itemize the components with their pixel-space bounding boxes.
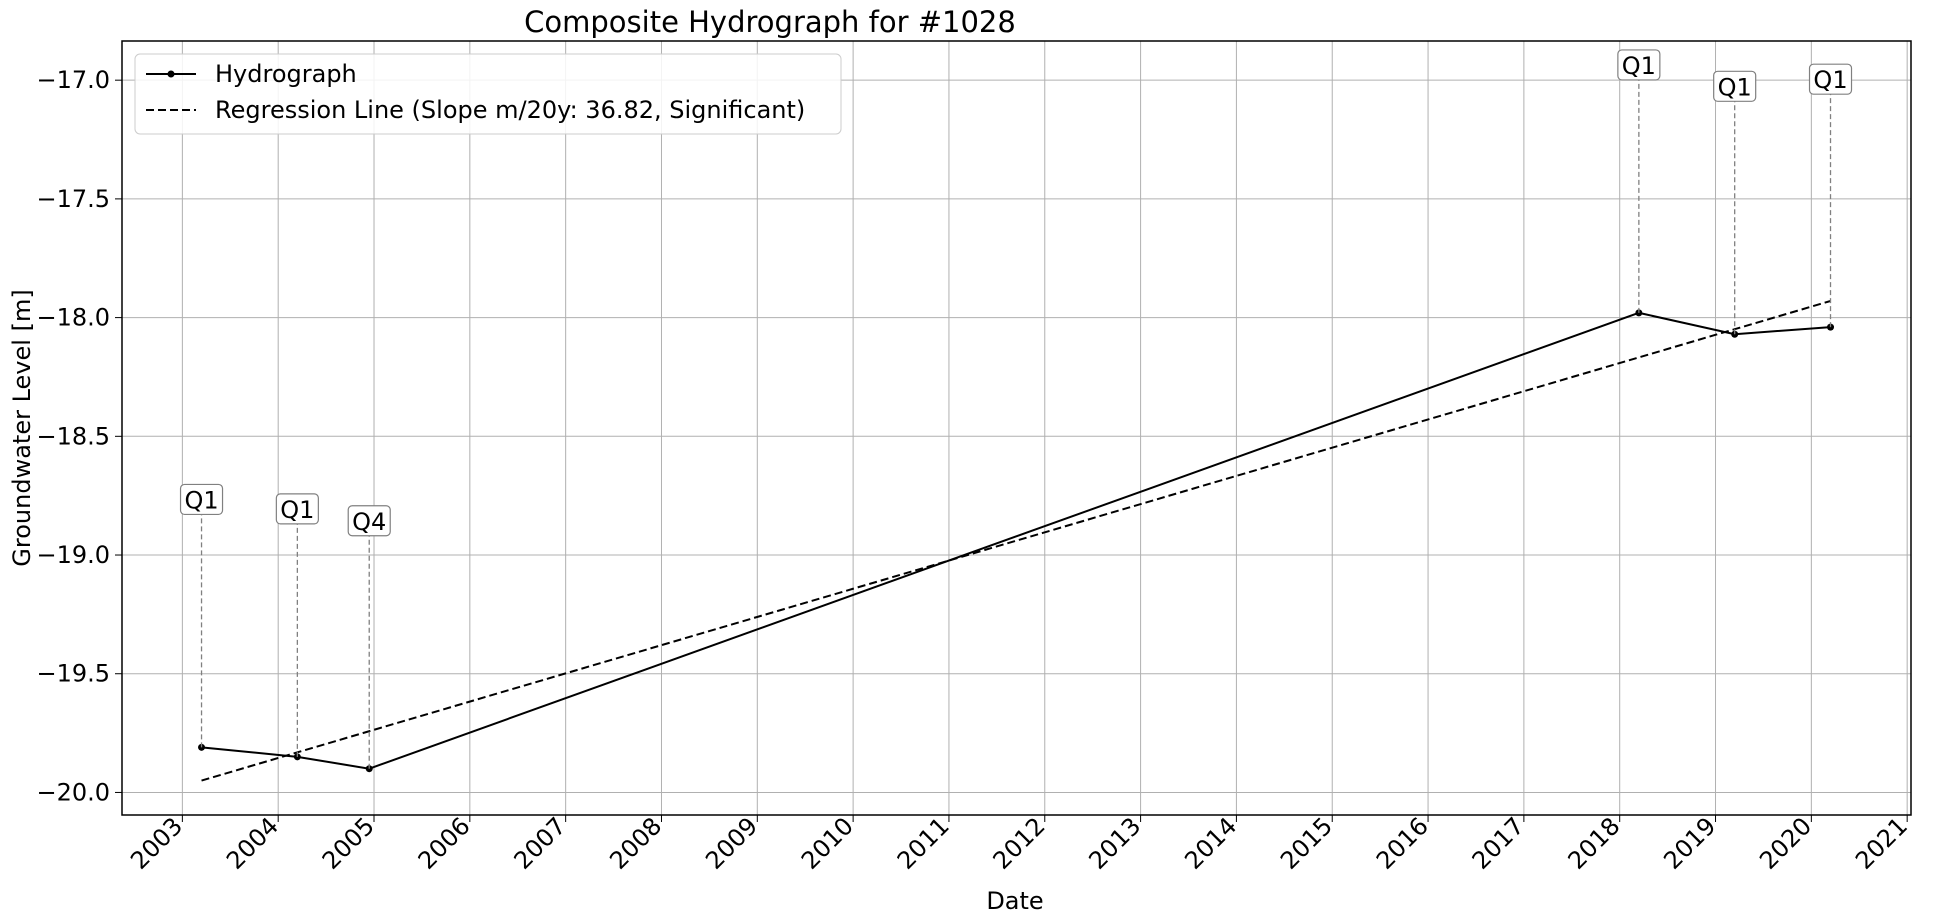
annotation-label: Q1 — [1622, 52, 1656, 80]
y-tick-label: −18.5 — [36, 422, 110, 450]
legend-marker — [167, 70, 175, 78]
legend: Hydrograph Regression Line (Slope m/20y: … — [134, 53, 842, 135]
annotation-box — [1808, 63, 1853, 95]
y-tick-label: −17.0 — [36, 66, 110, 94]
grid-lines — [122, 41, 1911, 815]
chart-title: Composite Hydrograph for #1028 — [524, 5, 1016, 39]
annotation-box — [275, 493, 319, 525]
y-tick-label: −19.0 — [36, 541, 110, 569]
legend-label: Hydrograph — [215, 60, 357, 88]
y-tick-label: −18.0 — [36, 304, 110, 332]
y-tick-label: −20.0 — [36, 778, 110, 806]
annotation-label: Q1 — [184, 486, 218, 514]
y-axis-label: Groundwater Level [m] — [8, 289, 36, 566]
legend-box — [134, 53, 842, 135]
legend-label: Regression Line (Slope m/20y: 36.82, Sig… — [215, 96, 805, 124]
y-tick-label: −19.5 — [36, 660, 110, 688]
annotation-box — [347, 505, 391, 537]
regression-line — [201, 300, 1831, 782]
annotation-label: Q1 — [1813, 66, 1847, 94]
annotation-box — [179, 483, 224, 516]
x-axis-label: Date — [986, 887, 1043, 915]
annotation-label: Q1 — [1718, 73, 1752, 101]
annotation-label: Q4 — [352, 508, 386, 536]
hydrograph-line — [201, 311, 1831, 770]
plot-area-frame — [121, 40, 1912, 816]
y-tick-label: −17.5 — [36, 185, 110, 213]
annotation-box — [1713, 70, 1757, 102]
annotation-label: Q1 — [280, 496, 314, 524]
quarter-annotations: Q1 Q1 Q4 Q1 Q1 Q1 — [179, 49, 1853, 769]
annotation-box — [1617, 49, 1661, 81]
